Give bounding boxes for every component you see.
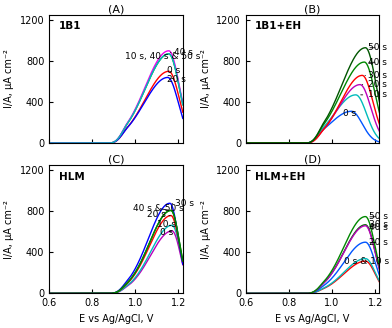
Text: 1B1+EH: 1B1+EH xyxy=(255,21,302,31)
Text: 0 s & 10 s: 0 s & 10 s xyxy=(344,257,389,266)
Title: (C): (C) xyxy=(108,154,124,165)
Text: 50 s: 50 s xyxy=(369,212,388,221)
Text: 30 s: 30 s xyxy=(365,71,387,80)
Y-axis label: I/A, μA cm⁻²: I/A, μA cm⁻² xyxy=(4,200,14,259)
Text: 20 s: 20 s xyxy=(362,80,387,89)
Y-axis label: I/A, μA cm⁻²: I/A, μA cm⁻² xyxy=(4,50,14,109)
Text: HLM: HLM xyxy=(58,172,84,182)
Text: 20 s: 20 s xyxy=(167,75,186,84)
Title: (D): (D) xyxy=(304,154,321,165)
Text: 0 s: 0 s xyxy=(160,228,173,236)
X-axis label: E vs Ag/AgCl, V: E vs Ag/AgCl, V xyxy=(276,314,350,324)
X-axis label: E vs Ag/AgCl, V: E vs Ag/AgCl, V xyxy=(79,314,153,324)
Text: 10 s: 10 s xyxy=(157,220,176,230)
Text: 40 s: 40 s xyxy=(368,58,387,67)
Text: HLM+EH: HLM+EH xyxy=(255,172,306,182)
Text: 20 s: 20 s xyxy=(369,238,388,247)
Text: 0 s: 0 s xyxy=(167,66,180,75)
Y-axis label: I/A, μA cm⁻²: I/A, μA cm⁻² xyxy=(201,200,211,259)
Y-axis label: I/A, μA cm⁻²: I/A, μA cm⁻² xyxy=(201,50,211,109)
Text: 20 s: 20 s xyxy=(147,210,170,219)
Text: 40 s: 40 s xyxy=(369,223,388,232)
Title: (A): (A) xyxy=(108,4,124,14)
Text: 0 s: 0 s xyxy=(343,109,356,118)
Text: 40 s & 50 s: 40 s & 50 s xyxy=(133,204,184,213)
Text: 10 s: 10 s xyxy=(361,90,387,99)
Text: 30 s: 30 s xyxy=(369,220,388,230)
Text: 50 s: 50 s xyxy=(368,43,387,52)
Text: 30 s: 30 s xyxy=(172,199,194,208)
Text: 10 s, 40 s & 50 s: 10 s, 40 s & 50 s xyxy=(125,52,200,61)
Text: 1B1: 1B1 xyxy=(58,21,81,31)
Title: (B): (B) xyxy=(305,4,321,14)
Text: 40 s: 40 s xyxy=(171,48,192,57)
